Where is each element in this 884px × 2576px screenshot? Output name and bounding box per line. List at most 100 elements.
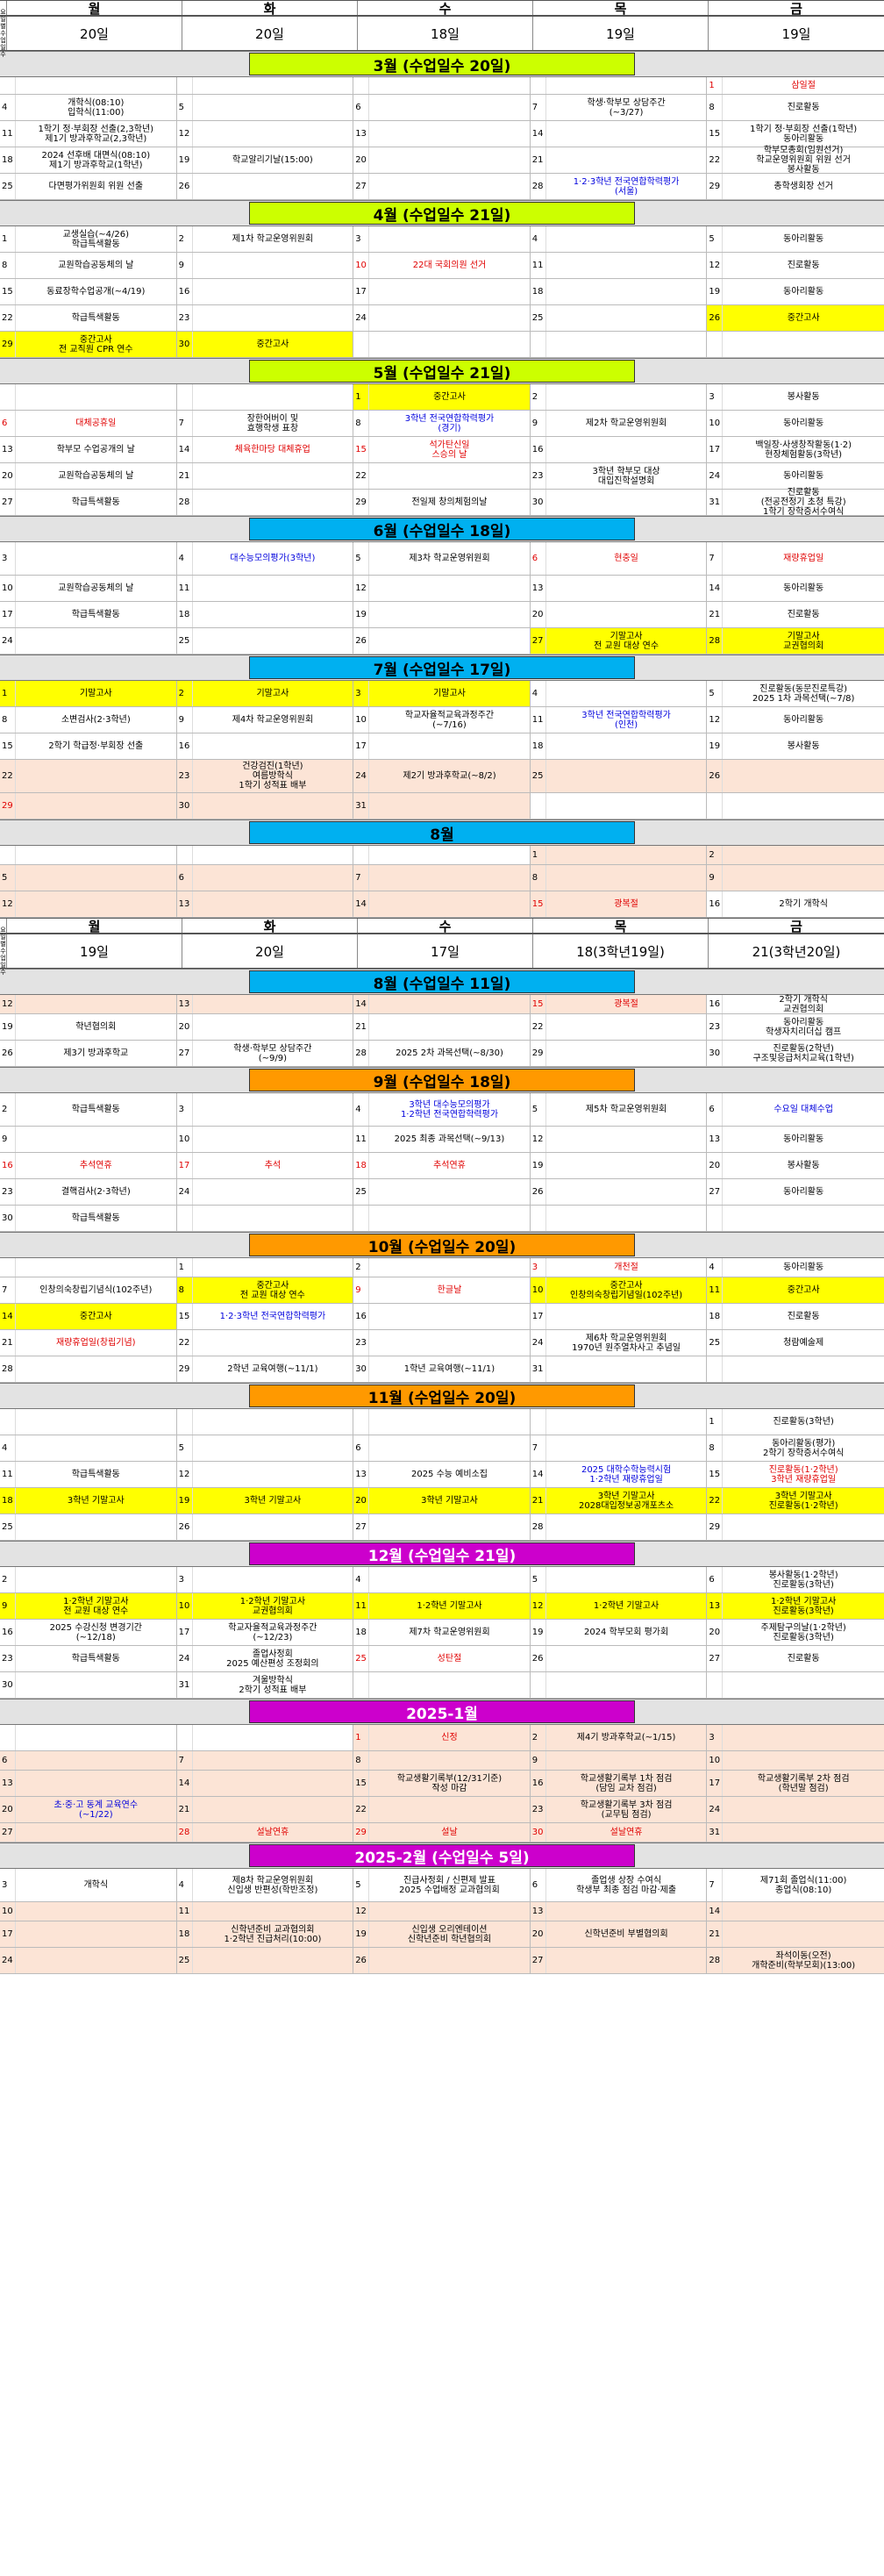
day-cell: 25 성탄절	[353, 1646, 531, 1671]
day-cell: 15 동료장학수업공개(~4/19)	[0, 279, 177, 304]
weekday-count: 19일	[781, 25, 811, 42]
day-cell: 15 광복절	[530, 891, 708, 917]
day-event: 기말고사 전 교원 대상 연수	[594, 631, 659, 651]
week-row: 14 중간고사 15 1·2·3학년 전국연합학력평가 16 17 18 진로활동	[0, 1304, 884, 1330]
day-event: 제6차 학교운영위원회 1970년 원주열차사고 추념일	[572, 1333, 681, 1353]
day-event: 진로활동 (전공전정기 초청 특강) 1학기 장학증서수여식	[760, 488, 846, 517]
day-number: 24	[707, 463, 724, 489]
day-event	[16, 760, 176, 792]
day-cell: 3	[177, 1093, 354, 1126]
day-number: 24	[177, 1179, 193, 1205]
day-cell: 20	[531, 602, 708, 627]
day-event: 교원학습공동체의 날	[58, 261, 134, 270]
day-cell: 31	[707, 1823, 884, 1842]
day-cell: 4	[0, 1435, 177, 1461]
day-event	[193, 602, 353, 627]
day-event	[16, 1514, 176, 1540]
day-number	[177, 846, 193, 864]
day-event: 2025 대학수학능력시험 1·2학년 재량휴업일	[581, 1464, 672, 1485]
week-row: 29 30 31	[0, 793, 884, 819]
day-number: 8	[531, 865, 546, 891]
day-event	[16, 1823, 176, 1842]
day-cell	[353, 1672, 531, 1698]
day-event	[16, 1751, 176, 1770]
day-number: 4	[353, 1093, 370, 1126]
week-row: 18 2024 선후배 대면식(08:10) 제1기 방과후학교(1학년) 19 학교…	[0, 146, 884, 175]
day-number	[0, 1409, 16, 1435]
week-row: 30 학급특색활동	[0, 1206, 884, 1232]
day-event: 추석연휴	[433, 1161, 466, 1170]
week-row: 13 14 15 학교생활기록부(12/31기준) 작성 마감 16 학교생활기록부 1차…	[0, 1771, 884, 1797]
day-event	[193, 77, 353, 94]
day-cell: 26	[531, 1179, 708, 1205]
day-number: 15	[707, 121, 724, 147]
day-event: 3학년 기말고사 진로활동(1·2학년)	[768, 1491, 838, 1511]
day-cell: 25	[353, 1179, 531, 1205]
day-cell: 2 제1차 학교운영위원회	[177, 226, 354, 252]
day-number: 2	[177, 681, 193, 706]
day-event: 동아리활동	[783, 583, 824, 593]
day-number: 20	[353, 1488, 370, 1513]
day-cell: 11	[176, 1902, 354, 1921]
day-number: 2	[0, 1093, 16, 1126]
day-cell: 26	[531, 1646, 708, 1671]
day-event	[546, 1567, 707, 1592]
day-number: 24	[0, 1948, 16, 1973]
day-event: 1·2·3학년 전국연합학력평가	[219, 1312, 326, 1321]
day-number: 26	[177, 1514, 193, 1540]
day-event	[193, 384, 353, 410]
week-row: 2 3 4 5 6 봉사활동(1·2학년) 진로활동(3학년)	[0, 1567, 884, 1593]
day-number: 10	[707, 411, 724, 436]
day-cell: 20 교원학습공동체의 날	[0, 463, 177, 489]
day-number: 19	[707, 279, 724, 304]
day-cell: 28 좌석이동(오전) 개학준비(학부모회)(13:00)	[707, 1948, 884, 1973]
day-number: 25	[707, 1330, 724, 1356]
day-cell: 9	[0, 1127, 177, 1152]
day-cell: 12	[531, 1127, 708, 1152]
day-number: 28	[707, 628, 724, 654]
day-event	[369, 1258, 530, 1277]
day-event: 교생실습(~4/26) 학급특색활동	[62, 229, 130, 249]
day-number: 6	[707, 1567, 724, 1592]
day-number: 10	[0, 576, 16, 601]
day-event: 학부모 수업공개의 날	[56, 445, 135, 454]
day-cell	[177, 1409, 354, 1435]
day-cell: 28	[0, 1356, 177, 1382]
day-event: 제2기 방과후학교(~8/2)	[403, 771, 496, 781]
day-cell: 9	[707, 865, 884, 891]
day-event	[369, 733, 530, 759]
day-cell	[0, 1725, 177, 1750]
day-cell: 31	[353, 793, 531, 819]
month-banner: 5월 (수업일수 21일)	[0, 358, 884, 384]
day-event: 3학년 전국연합학력평가 (인천)	[581, 710, 671, 730]
month-title: 4월 (수업일수 21일)	[249, 202, 635, 225]
day-event: 1학년 교육여행(~11/1)	[403, 1364, 495, 1374]
day-number: 4	[0, 95, 16, 120]
day-cell: 14 중간고사	[0, 1304, 177, 1329]
day-number: 19	[353, 602, 370, 627]
day-number: 1	[177, 1258, 193, 1277]
day-cell	[531, 77, 708, 94]
day-event	[546, 602, 707, 627]
day-event	[723, 1751, 884, 1770]
day-number: 3	[353, 681, 370, 706]
day-number: 14	[177, 1771, 193, 1796]
week-row: 10 교원학습공동체의 날 11 12 13 14 동아리활동	[0, 576, 884, 602]
day-number	[531, 1409, 546, 1435]
day-cell: 28 2025 2차 과목선택(~8/30)	[353, 1041, 531, 1066]
day-event	[546, 1514, 707, 1540]
weekday-name: 금	[790, 0, 802, 17]
day-number: 20	[707, 1620, 724, 1645]
day-number: 13	[177, 891, 193, 917]
day-event	[723, 1902, 884, 1921]
day-event	[546, 1014, 707, 1040]
week-row: 16 2025 수강신청 변경기간 (~12/18) 17 학교자율적교육과정주간 (…	[0, 1620, 884, 1646]
day-number: 22	[707, 147, 724, 173]
day-cell: 14	[707, 1902, 884, 1921]
day-number: 3	[707, 384, 724, 410]
day-number: 26	[531, 1179, 546, 1205]
day-cell: 16 추석연휴	[0, 1153, 177, 1178]
week-row: 11 1학기 정·부회장 선출(2,3학년) 제1기 방과후학교(2,3학년) 12…	[0, 121, 884, 147]
